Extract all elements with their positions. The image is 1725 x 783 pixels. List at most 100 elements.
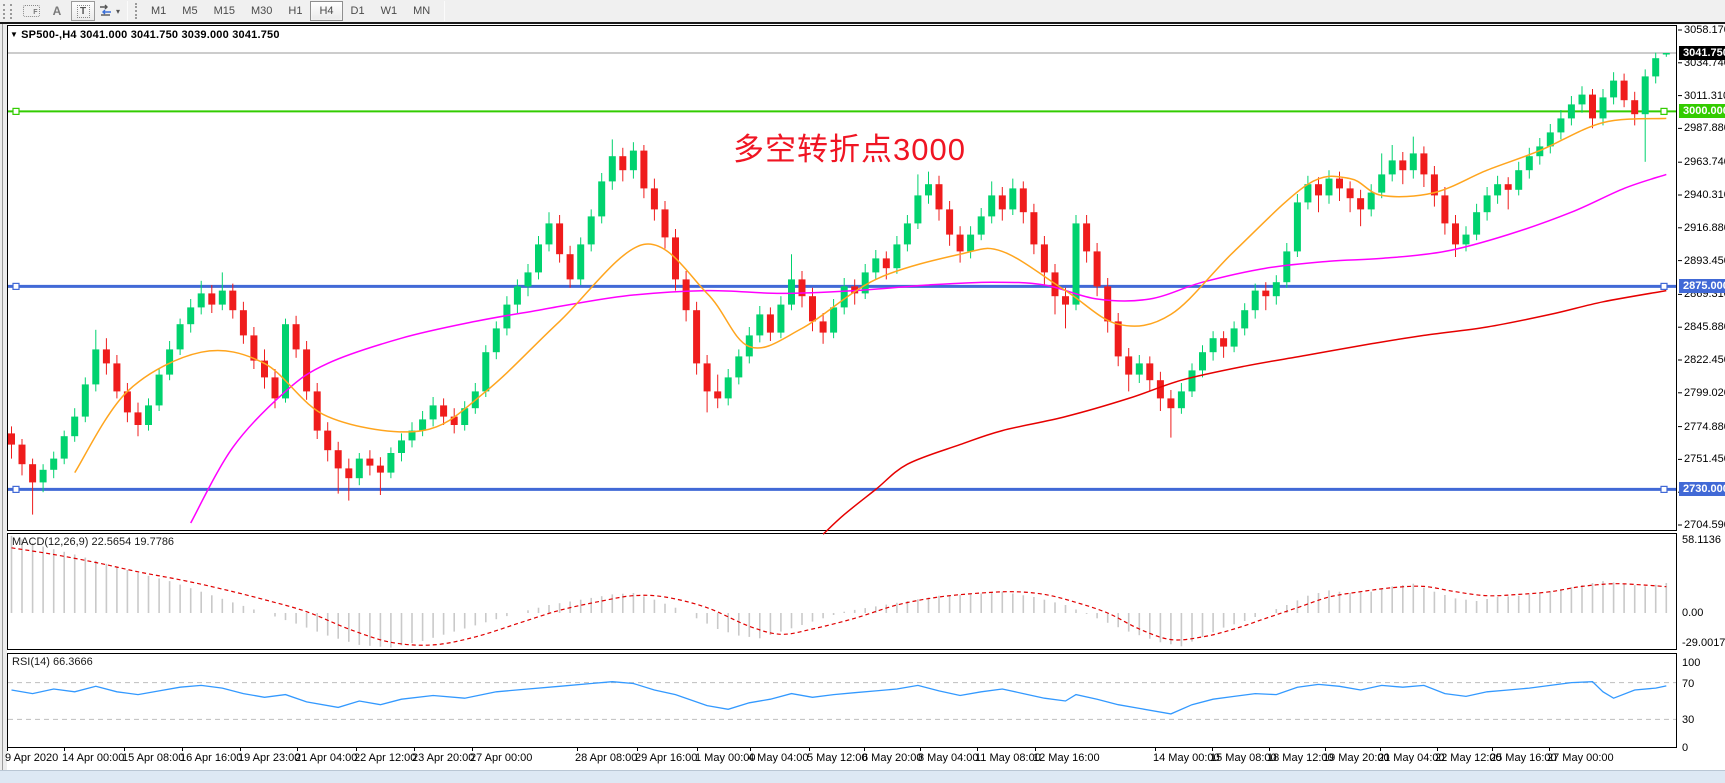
candle-body [461, 408, 469, 425]
price-tick-label: 3058.170 [1684, 24, 1725, 36]
candle-body [324, 430, 332, 451]
candle-body [1483, 195, 1491, 213]
time-label: 27 May 00:00 [1547, 752, 1614, 764]
candle-body [450, 416, 458, 425]
candle-body [197, 293, 205, 308]
candle-body [145, 405, 152, 425]
hline-handle[interactable] [1660, 282, 1668, 290]
tf-button-M5[interactable]: M5 [182, 5, 198, 17]
time-label: 15 May 08:00 [1210, 752, 1277, 764]
candle-body [988, 195, 996, 217]
time-label: 18 May 12:00 [1267, 752, 1334, 764]
hline-handle[interactable] [1660, 107, 1668, 116]
candle-body [861, 272, 869, 294]
text-a-button[interactable]: A [45, 1, 69, 21]
hline-handle[interactable] [12, 282, 20, 290]
time-label: 25 May 16:00 [1490, 752, 1557, 764]
candle-body [29, 464, 37, 483]
time-label: 19 May 20:00 [1323, 752, 1390, 764]
candle-body [587, 216, 595, 245]
candle-body [809, 296, 816, 322]
candle-body [218, 290, 226, 305]
candle-body [640, 150, 648, 189]
candle-body [1241, 310, 1249, 329]
tf-button-H4[interactable]: H4 [310, 1, 343, 21]
toolbar-drag-handle[interactable] [3, 3, 12, 19]
candle-body [1040, 244, 1048, 273]
candle-body [925, 184, 932, 196]
candle-body [1525, 156, 1533, 171]
candle-body [735, 356, 743, 378]
ohlc-info[interactable]: ▼ SP500-,H4 3041.000 3041.750 3039.000 30… [10, 29, 280, 41]
collapse-arrow-icon[interactable]: ▼ [10, 30, 19, 39]
tf-button-M1[interactable]: M1 [151, 5, 167, 17]
hline-handle[interactable] [12, 485, 20, 493]
candle-body [134, 412, 142, 425]
candle-body [840, 286, 848, 308]
candle-body [703, 363, 711, 392]
candle-body [1009, 188, 1017, 210]
candle-body [914, 195, 922, 224]
toolbar: F A T ▾ M1 M5 M15 M30 H1 H4 D1 W1 MN [0, 0, 1725, 24]
candle-body [92, 349, 100, 385]
candle-body [376, 465, 384, 473]
candle-body [1315, 184, 1322, 196]
tf-button-W1[interactable]: W1 [380, 5, 398, 17]
toolbar-separator-2 [444, 1, 446, 21]
tf-button-H1[interactable]: H1 [288, 5, 303, 17]
ma-slow-red [822, 289, 1667, 535]
tf-button-D1[interactable]: D1 [350, 5, 365, 17]
hline-handle[interactable] [1660, 485, 1668, 493]
annotation-text[interactable]: 多空转折点3000 [733, 132, 966, 167]
candle-body [1620, 80, 1628, 101]
candle-body [1125, 356, 1133, 375]
candle-body [756, 314, 764, 336]
price-tick-label: 2893.450 [1684, 254, 1725, 267]
candle-body [355, 458, 363, 479]
candle-body [946, 209, 954, 235]
macd-axis-label: 58.1136 [1682, 534, 1721, 546]
candle-body [1367, 192, 1375, 210]
timeframe-buttons: M1 M5 M15 M30 H1 H4 D1 W1 MN [143, 1, 438, 21]
text-label-tool-button[interactable]: T [71, 1, 95, 21]
candle-body [629, 150, 637, 171]
candle-body [1104, 286, 1112, 322]
toolbar-drag-handle-2[interactable] [135, 3, 138, 19]
candle-body [1599, 97, 1607, 119]
candle-body [1093, 251, 1101, 287]
tf-button-MN[interactable]: MN [413, 5, 431, 17]
time-label: 12 May 16:00 [1033, 752, 1100, 764]
candle-body [1283, 251, 1291, 283]
candle-body [261, 360, 268, 378]
double-arrow-icon [99, 4, 111, 16]
candle-body [187, 307, 195, 325]
candle-body [998, 195, 1006, 210]
time-label: 14 Apr 00:00 [62, 752, 125, 764]
candle-body [1357, 198, 1365, 210]
candle-body [1504, 184, 1512, 190]
candle-body [71, 416, 79, 437]
ma-fast-orange [74, 117, 1667, 474]
hline-handle[interactable] [12, 107, 20, 116]
candle-body [1378, 174, 1386, 193]
candle-body [1209, 338, 1217, 353]
tf-button-M15[interactable]: M15 [213, 5, 235, 17]
macd-label: MACD(12,26,9) 22.5654 19.7786 [12, 536, 175, 548]
price-marker-3041.750: 3041.750 [1679, 45, 1725, 60]
candle-body [566, 254, 574, 280]
candle-body [766, 314, 774, 333]
frame-tool-button[interactable]: F [19, 1, 43, 21]
candle-body [482, 352, 490, 392]
time-label: 4 May 04:00 [748, 752, 809, 764]
candle-body [1631, 100, 1639, 115]
candle-body [661, 209, 669, 238]
candle-body [1494, 184, 1502, 196]
candle-body [956, 234, 964, 252]
candle-body [1030, 212, 1038, 245]
candle-body [1557, 118, 1565, 133]
cursor-mode-button[interactable]: ▾ [97, 1, 121, 21]
candle-body [714, 391, 722, 399]
tf-button-M30[interactable]: M30 [250, 5, 273, 17]
candle-body [398, 440, 405, 453]
candle-body [535, 244, 542, 273]
